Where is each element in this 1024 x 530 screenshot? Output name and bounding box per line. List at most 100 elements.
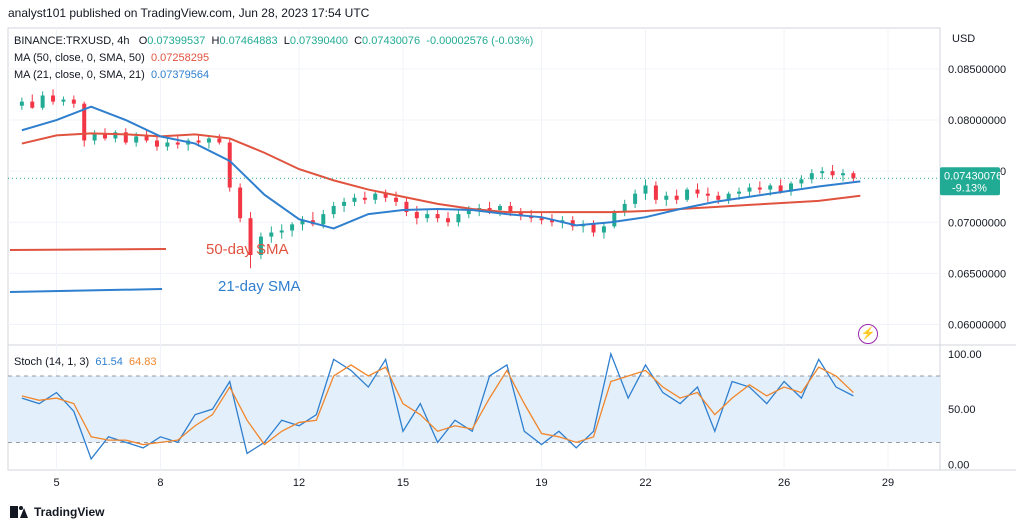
footer-brand[interactable]: TradingView: [10, 505, 104, 519]
candle-body: [737, 191, 742, 194]
candle-body: [269, 232, 274, 237]
last-price-box: [940, 167, 1000, 196]
stoch-k-line: [21, 351, 854, 461]
candle-body: [664, 195, 669, 200]
candle-body: [622, 203, 627, 213]
open-value: 0.07399537: [147, 35, 206, 47]
time-tick-label: 15: [397, 477, 409, 489]
candle-body: [134, 136, 139, 143]
time-tick-label: 22: [639, 477, 651, 489]
candle-body: [425, 214, 430, 219]
candle-body: [612, 212, 617, 227]
ma50-value: 0.07258295: [150, 52, 210, 64]
price-tick-label: 0.07000000: [948, 217, 1006, 229]
candle-body: [123, 132, 128, 143]
stoch-band: [8, 375, 940, 443]
candle-body: [217, 138, 222, 143]
candle-body: [414, 212, 419, 219]
annotations: 50-day SMA 21-day SMA: [9, 241, 301, 295]
publisher-header: analyst101 published on TradingView.com,…: [8, 6, 370, 20]
candle-body: [82, 103, 87, 141]
price-legend: BINANCE:TRXUSD, 4h O0.07399537 H0.074648…: [14, 33, 533, 84]
candle-body: [508, 205, 513, 213]
price-tick-label: 0.08500000: [948, 64, 1006, 76]
price-tag: 0.07430076-9.13%: [8, 167, 1002, 196]
candle-body: [695, 189, 700, 194]
stoch-label[interactable]: Stoch (14, 1, 3): [14, 356, 90, 368]
price-tick-label: 0.06000000: [948, 320, 1006, 332]
candle-body: [61, 99, 66, 102]
candle-body: [591, 224, 596, 233]
time-axis[interactable]: 5 8 12 15 19 22 26 29: [53, 477, 894, 489]
candle-body: [103, 134, 108, 139]
time-tick-label: 8: [157, 477, 163, 489]
close-label: C: [354, 35, 363, 47]
candle-body: [768, 185, 773, 190]
tradingview-logo-icon: [10, 506, 28, 518]
low-label: L: [283, 35, 290, 47]
candle-body: [601, 226, 606, 233]
candle-body: [40, 95, 45, 108]
candle-body: [206, 138, 211, 143]
candle-body: [840, 173, 845, 176]
time-tick-label: 12: [293, 477, 305, 489]
candle-body: [456, 214, 461, 223]
candle-body: [373, 193, 378, 200]
price-axis[interactable]: 0.085000000.080000000.075000000.07000000…: [948, 64, 1006, 332]
ma21-line: [21, 105, 861, 230]
ma50-legend-line: [9, 248, 167, 251]
stoch-tick-label: 100.00: [948, 349, 982, 361]
stoch-legend: Stoch (14, 1, 3) 61.54 64.83: [14, 356, 157, 368]
currency-label: USD: [952, 33, 975, 45]
candle-body: [51, 95, 56, 102]
time-tick-label: 26: [778, 477, 790, 489]
candle-body: [92, 134, 97, 141]
price-tick-label: 0.08000000: [948, 115, 1006, 127]
time-tick-label: 5: [53, 477, 59, 489]
candle-body: [144, 136, 149, 141]
candle-body: [404, 201, 409, 213]
stoch-d-line: [21, 364, 854, 446]
symbol-label[interactable]: BINANCE:TRXUSD, 4h: [14, 35, 130, 47]
stoch-d-value: 64.83: [129, 356, 157, 368]
stoch-axis[interactable]: 100.00 50.00 0.00: [948, 349, 982, 472]
stoch-tick-label: 50.00: [948, 404, 976, 416]
candle-body: [258, 236, 263, 256]
candle-body: [497, 205, 502, 211]
ma21-legend-line: [9, 288, 163, 293]
candle-body: [518, 212, 523, 217]
ma21-value: 0.07379564: [150, 69, 210, 81]
candle-body: [300, 220, 305, 225]
candle-body: [466, 210, 471, 215]
candle-body: [19, 101, 24, 106]
lightning-icon[interactable]: ⚡: [858, 324, 878, 344]
change-value: -0.00002576 (-0.03%): [426, 35, 534, 47]
ma21-label[interactable]: MA (21, close, 0, SMA, 21): [14, 69, 145, 81]
high-label: H: [211, 35, 220, 47]
candle-body: [487, 207, 492, 211]
low-value: 0.07390400: [289, 35, 348, 47]
candle-body: [331, 205, 336, 215]
candles: [19, 89, 856, 269]
candle-body: [113, 132, 118, 139]
candle-body: [653, 185, 658, 200]
candle-body: [71, 99, 76, 104]
time-tick-label: 19: [535, 477, 547, 489]
candle-body: [227, 142, 232, 188]
candle-body: [383, 193, 388, 198]
candle-body: [799, 179, 804, 184]
candle-body: [778, 185, 783, 192]
candle-body: [352, 197, 357, 202]
stoch-k-value: 61.54: [95, 356, 123, 368]
candle-body: [175, 142, 180, 145]
candle-body: [290, 224, 295, 231]
candle-body: [539, 218, 544, 221]
candle-body: [643, 185, 648, 194]
candle-body: [809, 173, 814, 180]
candle-body: [342, 201, 347, 206]
candle-body: [726, 193, 731, 200]
candle-body: [435, 214, 440, 219]
ma50-label[interactable]: MA (50, close, 0, SMA, 50): [14, 52, 145, 64]
candle-body: [851, 173, 856, 179]
last-price-change: -9.13%: [952, 182, 987, 194]
